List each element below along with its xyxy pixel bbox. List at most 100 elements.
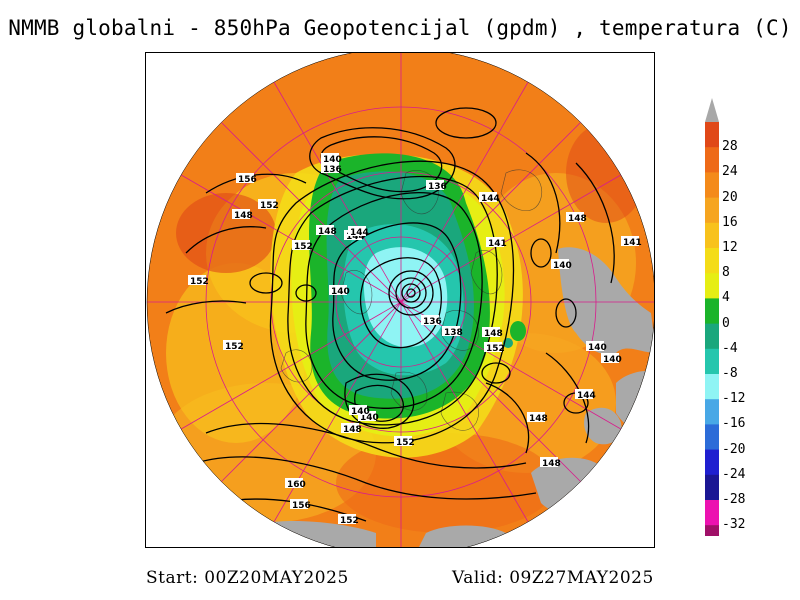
- map-panel: 140 136 156 152 148 144 136 144 148 141 …: [145, 52, 655, 548]
- colorbar-swatch: [705, 298, 719, 325]
- colorbar-swatch: [705, 399, 719, 425]
- contour-label: 136: [421, 315, 442, 327]
- svg-text:140: 140: [553, 261, 572, 271]
- colorbar-swatch: [705, 424, 719, 451]
- colorbar-swatch: [705, 197, 719, 224]
- contour-label: 140: [349, 405, 370, 417]
- svg-text:140: 140: [331, 287, 350, 297]
- valid-time: Valid: 09Z27MAY2025: [452, 568, 654, 588]
- start-time: Start: 00Z20MAY2025: [146, 568, 349, 588]
- colorbar-swatch: [705, 474, 719, 501]
- contour-label: 140: [321, 153, 342, 165]
- colorbar-swatch: [705, 147, 719, 173]
- colorbar-tick-label: -28: [722, 492, 746, 507]
- svg-text:148: 148: [529, 414, 548, 424]
- svg-text:152: 152: [190, 277, 209, 287]
- svg-text:160: 160: [287, 480, 306, 490]
- contour-label: 152: [258, 199, 279, 211]
- svg-text:148: 148: [484, 329, 503, 339]
- colorbar-swatch: [705, 449, 719, 476]
- colorbar: [705, 98, 719, 536]
- contour-label: 148: [482, 327, 503, 339]
- svg-text:141: 141: [488, 239, 507, 249]
- contour-label: 156: [236, 173, 257, 185]
- colorbar-swatch: [705, 500, 719, 526]
- colorbar-swatch: [705, 172, 719, 199]
- colorbar-tick-label: -24: [722, 466, 746, 482]
- contour-labels: 140 136 156 152 148 144 136 144 148 141 …: [188, 153, 642, 526]
- colorbar-swatch: [705, 374, 719, 400]
- contour-label: 140: [601, 353, 622, 365]
- contour-label: 141: [621, 236, 642, 248]
- contour-label: 148: [566, 212, 587, 224]
- contour-label: 148: [316, 225, 337, 237]
- svg-text:148: 148: [568, 214, 587, 224]
- svg-text:152: 152: [294, 242, 313, 252]
- colorbar-tick-label: -20: [722, 441, 746, 457]
- contour-label: 148: [527, 412, 548, 424]
- contour-label: 140: [358, 411, 379, 423]
- contour-label: 152: [292, 240, 313, 252]
- svg-text:152: 152: [225, 342, 244, 352]
- svg-text:144: 144: [481, 194, 500, 204]
- colorbar-swatch: [705, 273, 719, 299]
- contour-label: 140: [586, 341, 607, 353]
- svg-text:152: 152: [260, 201, 279, 211]
- contour-label: 140: [329, 285, 350, 297]
- colorbar-tick-label: -16: [722, 416, 746, 432]
- svg-text:136: 136: [428, 182, 447, 192]
- svg-text:148: 148: [343, 425, 362, 435]
- colorbar-tick-label: -4: [722, 340, 738, 356]
- svg-text:152: 152: [340, 516, 359, 526]
- colorbar-tick-label: -32: [722, 517, 746, 533]
- svg-text:140: 140: [360, 413, 379, 423]
- svg-text:140: 140: [588, 343, 607, 353]
- svg-text:141: 141: [623, 238, 642, 248]
- contour-label: 144: [575, 389, 596, 401]
- contour-label: 138: [442, 326, 463, 338]
- colorbar-tick-label: 8: [722, 265, 730, 281]
- polar-map: 140 136 156 152 148 144 136 144 148 141 …: [146, 53, 654, 547]
- svg-text:156: 156: [292, 501, 311, 511]
- svg-text:144: 144: [350, 228, 369, 238]
- contour-label: 144: [479, 192, 500, 204]
- svg-text:140: 140: [323, 155, 342, 165]
- contour-label: 141: [486, 237, 507, 249]
- contour-label: 152: [394, 436, 415, 448]
- colorbar-swatch: [705, 248, 719, 274]
- colorbar-tick-label: 16: [722, 214, 738, 230]
- colorbar-tick-label: 12: [722, 240, 738, 255]
- contour-label: 152: [223, 340, 244, 352]
- geopotential-contours: [165, 107, 615, 522]
- colorbar-swatch: [705, 323, 719, 350]
- colorbar-tick-label: -12: [722, 391, 746, 407]
- colorbar-swatch: [705, 525, 719, 536]
- colorbar-top-arrow: [705, 98, 719, 122]
- colorbar-tick-label: -8: [722, 366, 738, 381]
- svg-text:148: 148: [542, 459, 561, 469]
- contour-label: 152: [338, 514, 359, 526]
- contour-label: 148: [341, 423, 362, 435]
- svg-text:156: 156: [238, 175, 257, 185]
- svg-text:140: 140: [351, 407, 370, 417]
- colorbar-tick-label: 28: [722, 139, 738, 155]
- colorbar-tick-label: 24: [722, 164, 738, 180]
- contour-label: 152: [188, 275, 209, 287]
- contour-label: 152: [484, 342, 505, 354]
- colorbar-swatch: [705, 348, 719, 375]
- svg-text:148: 148: [318, 227, 337, 237]
- contour-label: 136: [321, 163, 342, 175]
- contour-label: 148: [232, 209, 253, 221]
- contour-label: 156: [290, 499, 311, 511]
- svg-text:136: 136: [323, 165, 342, 175]
- colorbar-tick-label: 20: [722, 189, 738, 205]
- colorbar-tick-label: 0: [722, 315, 730, 331]
- svg-text:148: 148: [234, 211, 253, 221]
- svg-text:152: 152: [486, 344, 505, 354]
- colorbar-swatch: [705, 222, 719, 249]
- contour-label: 144: [348, 226, 369, 238]
- svg-text:152: 152: [396, 438, 415, 448]
- svg-text:144: 144: [346, 232, 365, 242]
- latlon-grid: [147, 53, 654, 547]
- svg-text:140: 140: [603, 355, 622, 365]
